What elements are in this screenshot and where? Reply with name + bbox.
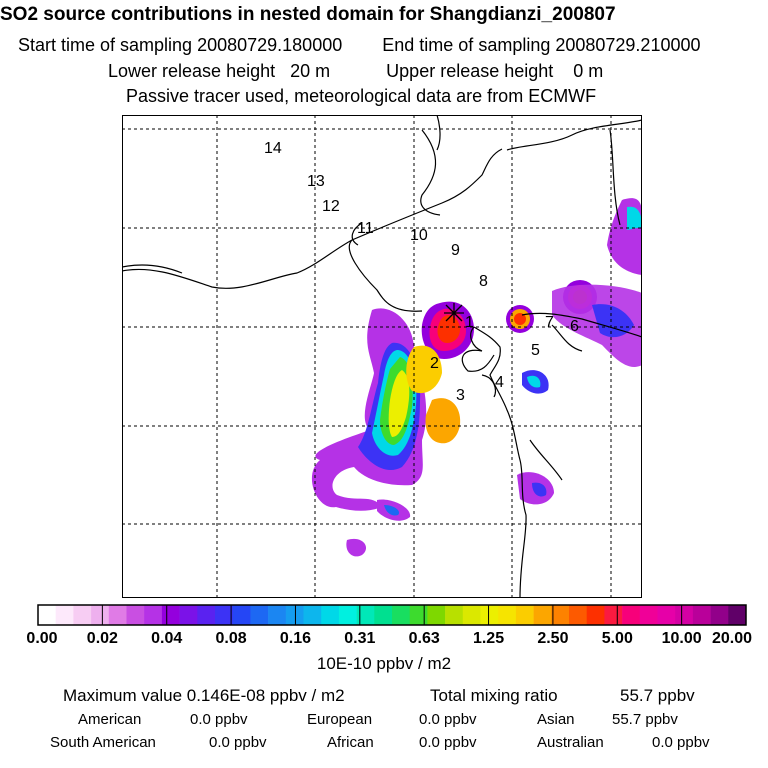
- colorbar-swatch: [586, 605, 605, 625]
- trajectory-label: 4: [495, 374, 504, 391]
- region-name: American: [78, 711, 142, 728]
- colorbar-swatch: [197, 605, 216, 625]
- colorbar-swatch: [38, 605, 56, 625]
- release-height-line: Lower release height 20 m Upper release …: [108, 61, 768, 82]
- region-name: South American: [50, 734, 156, 751]
- coastline: [122, 115, 642, 598]
- colorbar-tick-label: 0.16: [279, 630, 312, 647]
- units-label: 10E-10 ppbv / m2: [316, 654, 452, 673]
- max-value-label: Maximum value 0.146E-08 ppbv / m2: [63, 686, 345, 705]
- sampling-times-line: Start time of sampling 20080729.180000 E…: [18, 35, 768, 56]
- colorbar-swatch: [515, 605, 534, 625]
- colorbar-tick-label: 0.08: [215, 630, 247, 647]
- trajectory-label: 10: [410, 227, 428, 244]
- region-name: European: [307, 711, 373, 728]
- colorbar-tick-label: 1.25: [472, 630, 505, 647]
- trajectory-label: 9: [451, 242, 460, 259]
- colorbar-tick-label: 0.31: [344, 630, 376, 647]
- colorbar-swatch: [126, 605, 145, 625]
- colorbar-swatch: [250, 605, 269, 625]
- colorbar-tick-label: 0.02: [86, 630, 118, 647]
- colorbar-swatch: [179, 605, 198, 625]
- graticule: [122, 115, 642, 598]
- colorbar-swatch: [657, 605, 676, 625]
- colorbar-swatch: [551, 605, 570, 625]
- trajectory-label: 2: [430, 355, 439, 372]
- colorbar-swatch: [569, 605, 587, 625]
- colorbar-swatch: [91, 605, 110, 625]
- colorbar-tick-label: 0.04: [151, 630, 183, 647]
- plume-field: [311, 198, 642, 557]
- colorbar-swatch: [728, 605, 747, 625]
- total-mixing-value: 55.7 ppbv: [620, 686, 695, 705]
- colorbar-swatch: [55, 605, 74, 625]
- colorbar-tick-label: 0.00: [26, 630, 58, 647]
- total-mixing-label: Total mixing ratio: [430, 686, 558, 705]
- region-name: African: [327, 734, 374, 751]
- region-name: Australian: [537, 734, 604, 751]
- region-name: Asian: [537, 711, 575, 728]
- map-title: SO2 source contributions in nested domai…: [0, 4, 616, 25]
- concentration-map: 1 2 3 4 5 6 7 8 9 10 11 12 13 14: [122, 115, 642, 598]
- colorbar-swatch: [498, 605, 517, 625]
- trajectory-label: 3: [456, 387, 465, 404]
- region-value: 0.0 ppbv: [190, 711, 248, 728]
- colorbar-swatch: [321, 605, 340, 625]
- colorbar-swatch: [639, 605, 658, 625]
- colorbar-swatch: [303, 605, 322, 625]
- colorbar-border: [37, 604, 747, 626]
- colorbar-tick-label: 2.50: [537, 630, 569, 647]
- lower-height-label: Lower release height 20 m: [108, 61, 331, 81]
- trajectory-label: 8: [479, 273, 488, 290]
- colorbar-swatch: [480, 605, 499, 625]
- trajectory-labels: 1 2 3 4 5 6 7 8 9 10 11 12 13 14: [264, 140, 579, 404]
- colorbar-swatch: [427, 605, 446, 625]
- colorbar-swatch: [692, 605, 711, 625]
- trajectory-label: 7: [545, 314, 554, 331]
- colorbar-swatch: [268, 605, 287, 625]
- colorbar-swatch: [710, 605, 729, 625]
- colorbar-swatch: [462, 605, 481, 625]
- colorbar-swatch: [675, 605, 694, 625]
- region-value: 0.0 ppbv: [652, 734, 710, 751]
- trajectory-label: 6: [570, 318, 579, 335]
- trajectory-label: 14: [264, 140, 282, 157]
- colorbar-swatch: [356, 605, 375, 625]
- colorbar-swatch: [161, 605, 180, 625]
- colorbar-swatch: [533, 605, 552, 625]
- colorbar-swatch: [215, 605, 233, 625]
- colorbar-swatch: [445, 605, 464, 625]
- colorbar-tick-label: 20.00: [711, 630, 753, 647]
- colorbar-swatch: [108, 605, 127, 625]
- colorbar-swatch: [374, 605, 393, 625]
- station-cross-icon: [444, 303, 464, 323]
- region-value: 0.0 ppbv: [419, 711, 477, 728]
- end-time-label: End time of sampling 20080729.210000: [382, 35, 701, 55]
- colorbar-swatch: [144, 605, 163, 625]
- trajectory-label: 1: [465, 314, 474, 331]
- colorbar-swatch: [604, 605, 623, 625]
- colorbar-swatch: [392, 605, 410, 625]
- region-value: 55.7 ppbv: [612, 711, 678, 728]
- colorbar-swatch: [338, 605, 357, 625]
- colorbar-swatch: [73, 605, 92, 625]
- trajectory-label: 12: [322, 198, 340, 215]
- trajectory-label: 13: [307, 173, 325, 190]
- trajectory-label: 11: [357, 220, 374, 237]
- start-time-label: Start time of sampling 20080729.180000: [18, 35, 343, 55]
- colorbar-tick-label: 5.00: [601, 630, 633, 647]
- colorbar-swatch: [622, 605, 641, 625]
- region-value: 0.0 ppbv: [209, 734, 267, 751]
- region-value: 0.0 ppbv: [419, 734, 477, 751]
- tracer-note: Passive tracer used, meteorological data…: [126, 86, 597, 106]
- trajectory-label: 5: [531, 342, 540, 359]
- upper-height-label: Upper release height 0 m: [386, 61, 604, 81]
- colorbar-swatch: [232, 605, 251, 625]
- colorbar: [37, 604, 747, 626]
- colorbar-tick-label: 0.63: [408, 630, 440, 647]
- colorbar-swatch: [409, 605, 428, 625]
- colorbar-tick-label: 10.00: [661, 630, 702, 647]
- colorbar-swatch: [285, 605, 304, 625]
